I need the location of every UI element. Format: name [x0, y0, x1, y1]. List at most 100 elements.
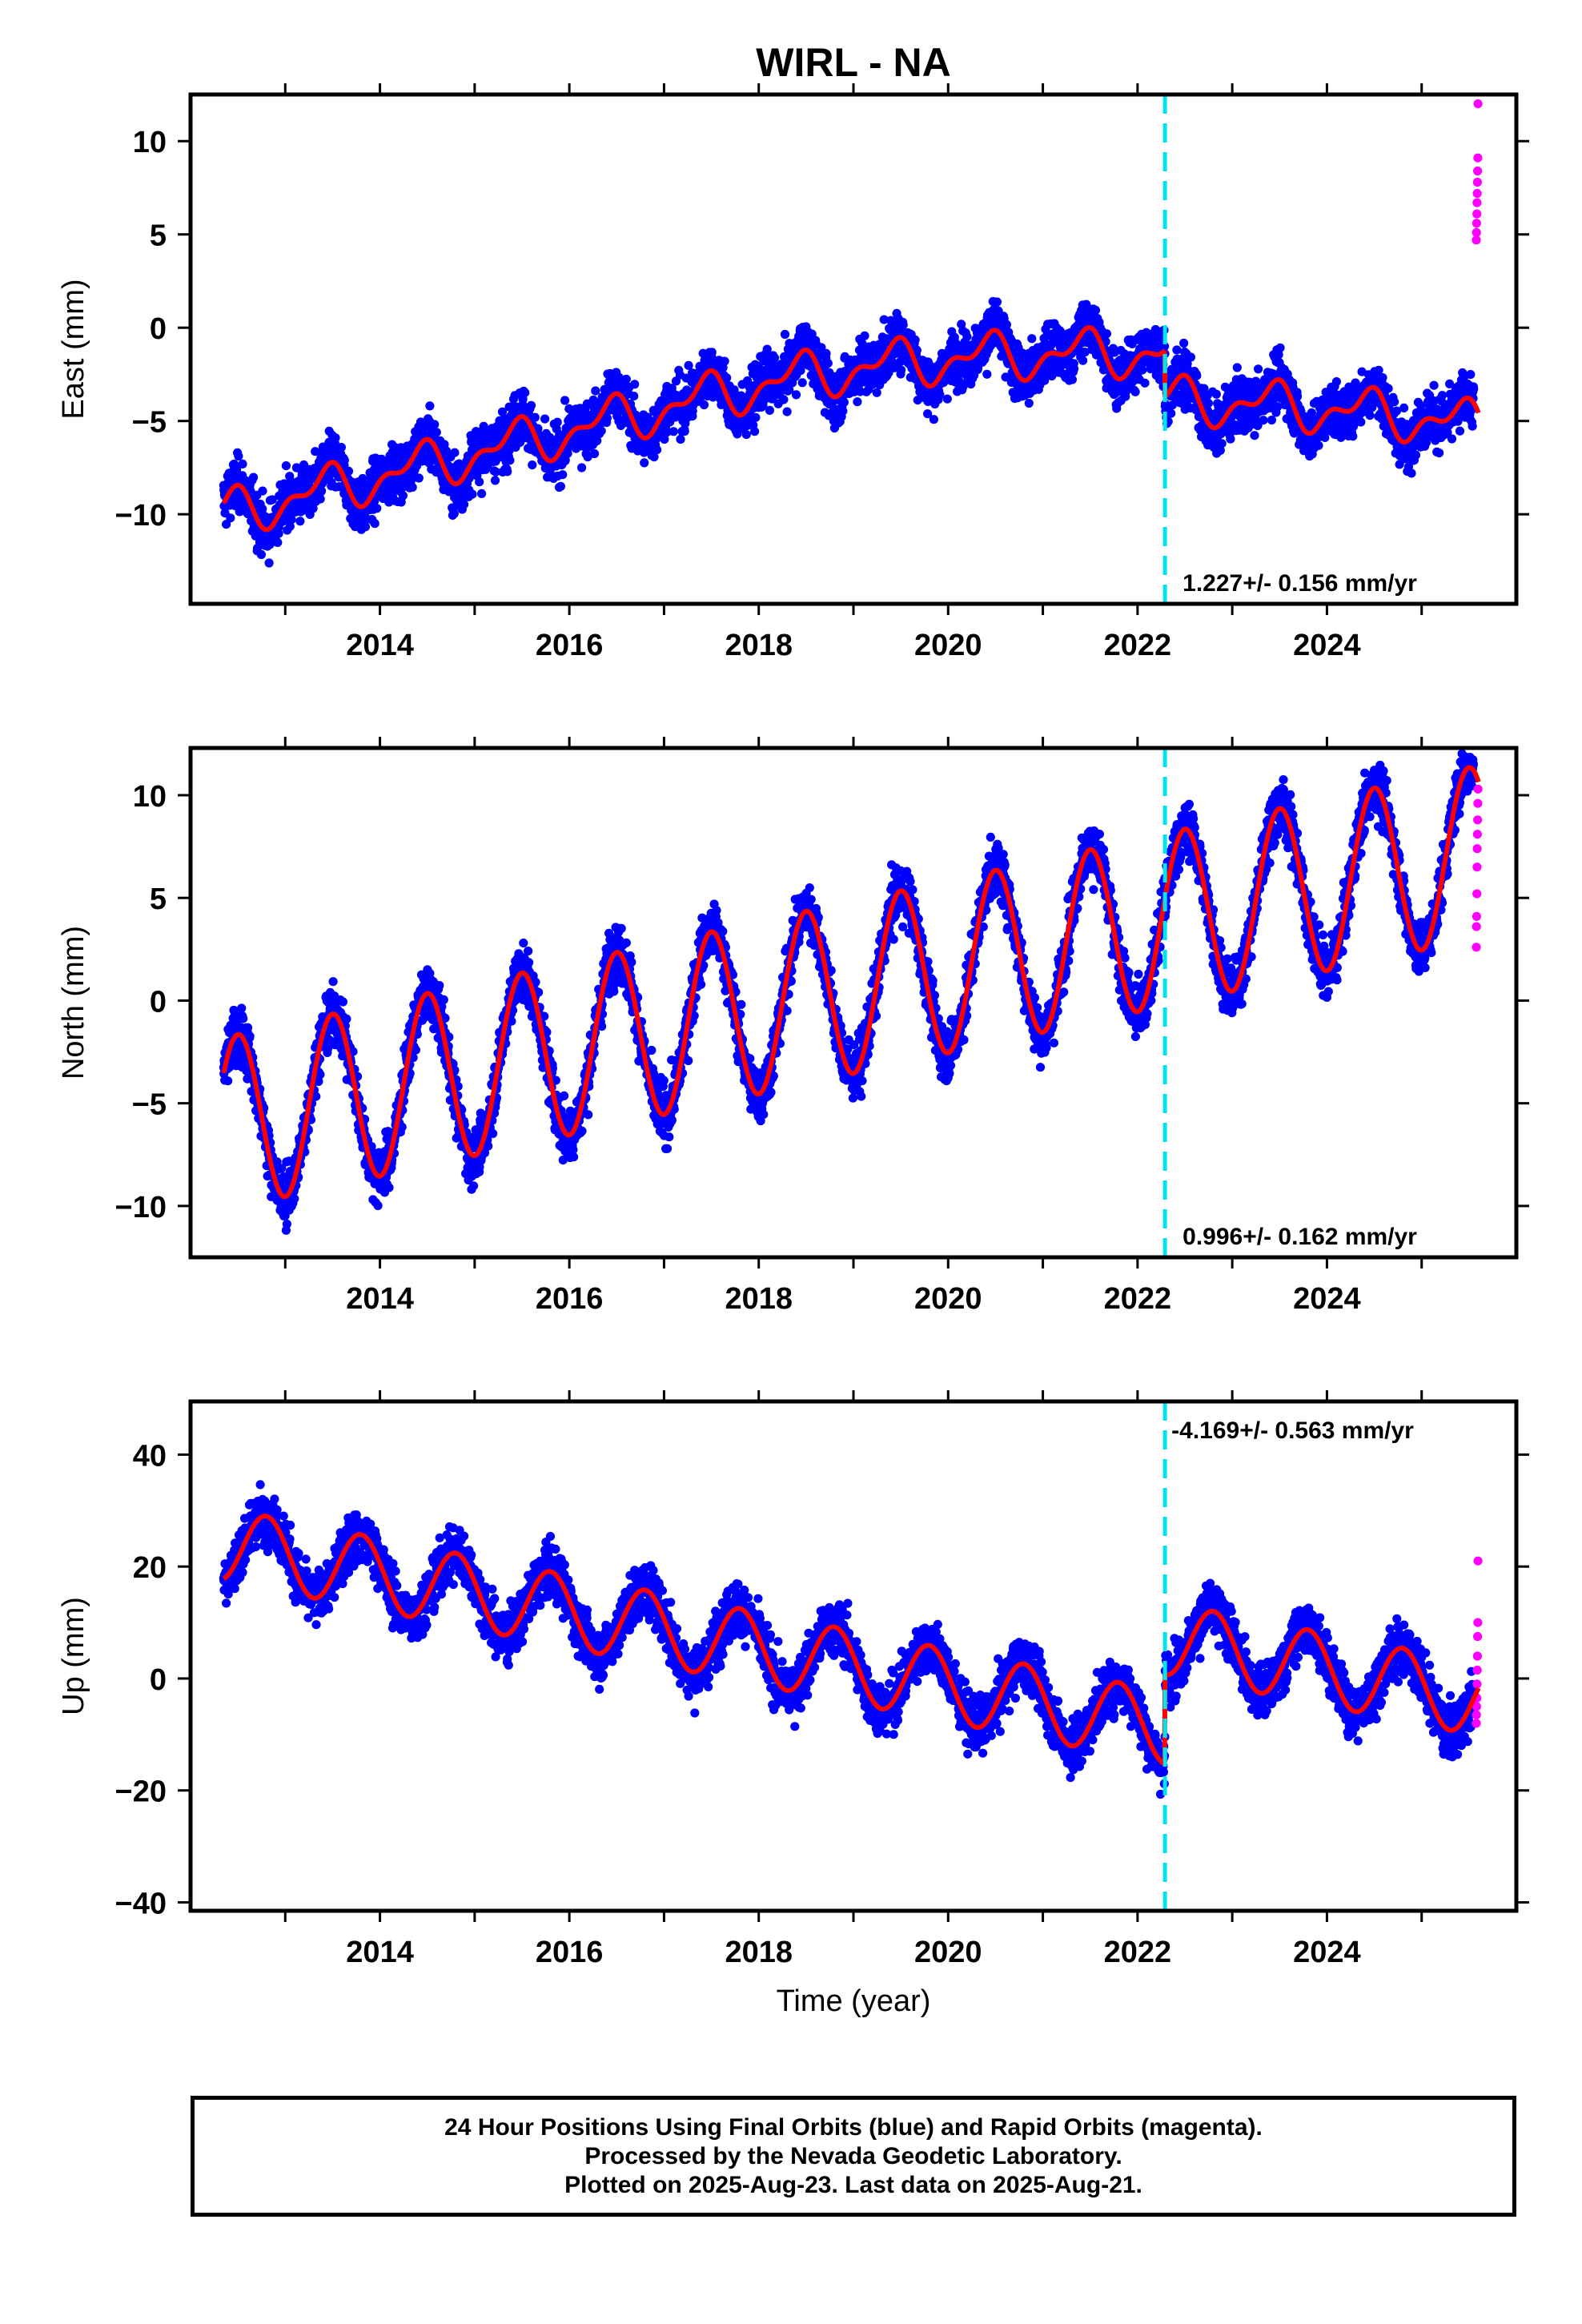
data-point: [1429, 380, 1439, 390]
data-point: [1130, 387, 1140, 396]
rapid-point: [1472, 198, 1482, 207]
data-point: [264, 558, 274, 568]
data-point: [360, 522, 371, 532]
data-point: [308, 504, 318, 513]
data-point: [591, 386, 600, 396]
data-point: [249, 472, 259, 482]
data-point: [1314, 440, 1323, 450]
data-point: [1466, 370, 1476, 380]
data-point: [982, 369, 992, 379]
data-point: [751, 412, 761, 422]
data-point: [1399, 403, 1409, 412]
data-point: [475, 477, 484, 487]
data-point: [226, 513, 235, 523]
data-point: [432, 428, 441, 437]
data-point: [1447, 434, 1457, 444]
data-point: [962, 332, 972, 341]
final-orbit-points: [219, 749, 1479, 1235]
data-point: [1469, 384, 1479, 394]
data-point: [1378, 373, 1387, 383]
data-point: [460, 500, 469, 509]
rapid-point: [1472, 219, 1481, 228]
plot-area: [219, 94, 1483, 604]
data-point: [414, 473, 424, 483]
data-point: [1275, 343, 1285, 352]
data-point: [256, 549, 266, 560]
data-point: [629, 392, 639, 401]
data-point: [560, 396, 570, 405]
data-point: [1365, 411, 1375, 420]
data-point: [765, 405, 775, 415]
data-point: [287, 515, 296, 525]
data-point: [779, 395, 789, 404]
data-point: [992, 297, 1002, 307]
data-point: [336, 443, 346, 452]
data-point: [1356, 417, 1366, 427]
data-point: [1435, 448, 1444, 458]
data-point: [315, 494, 325, 504]
data-point: [676, 434, 685, 444]
data-point: [1348, 432, 1358, 441]
rapid-point: [1472, 188, 1482, 199]
data-point: [1267, 416, 1276, 425]
plot-area: [219, 748, 1483, 1257]
data-point: [823, 359, 833, 368]
data-point: [838, 406, 848, 416]
data-point: [860, 331, 869, 340]
data-point: [1455, 426, 1465, 436]
data-point: [1179, 338, 1189, 348]
data-point: [935, 390, 945, 400]
data-point: [1078, 356, 1088, 365]
data-point: [1002, 320, 1011, 329]
data-point: [234, 452, 243, 461]
data-point: [490, 476, 500, 485]
data-point: [942, 394, 952, 404]
data-point: [898, 320, 908, 330]
plot-frame: [188, 92, 1519, 606]
data-point: [741, 430, 751, 440]
data-point: [782, 407, 792, 416]
data-point: [1407, 468, 1416, 478]
data-point: [558, 470, 568, 480]
data-point: [331, 433, 340, 443]
data-point: [1232, 363, 1242, 372]
rapid-point: [1473, 153, 1483, 163]
data-point: [1226, 434, 1235, 444]
data-point: [1024, 398, 1034, 408]
rate-label: 1.227+/- 0.156 mm/yr: [1182, 570, 1417, 597]
data-point: [630, 380, 640, 389]
data-point: [273, 537, 283, 548]
data-point: [680, 426, 689, 436]
data-point: [589, 448, 600, 459]
data-point: [237, 1003, 247, 1013]
data-point: [780, 329, 790, 340]
data-point: [1140, 378, 1150, 388]
x-tick-label: 2018: [725, 629, 793, 662]
data-point: [1437, 391, 1447, 400]
data-point: [503, 467, 512, 476]
data-point: [821, 348, 831, 358]
data-point: [707, 348, 717, 357]
data-point: [872, 388, 881, 397]
data-point: [640, 458, 649, 468]
data-point: [1166, 408, 1176, 418]
data-point: [222, 520, 231, 529]
data-point: [267, 495, 277, 505]
data-point: [1138, 365, 1147, 375]
y-tick-label: 5: [150, 219, 167, 253]
data-point: [258, 486, 267, 496]
data-point: [750, 427, 760, 436]
data-point: [1250, 431, 1259, 440]
data-point: [370, 519, 379, 529]
data-point: [910, 335, 920, 344]
data-point: [1186, 352, 1195, 362]
data-point: [722, 373, 732, 383]
data-point: [699, 400, 709, 410]
data-point: [720, 356, 729, 366]
data-point: [239, 1014, 248, 1023]
data-point: [528, 460, 537, 470]
data-point: [430, 420, 440, 429]
final-orbit-points: [219, 296, 1479, 568]
